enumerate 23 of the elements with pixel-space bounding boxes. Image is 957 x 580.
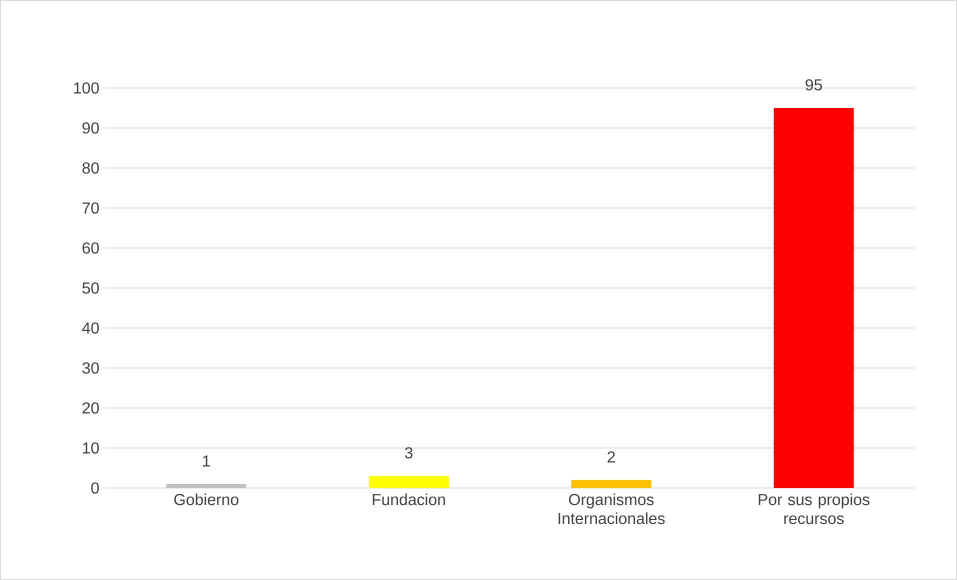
data-label: 3 <box>404 447 412 458</box>
bar <box>166 484 246 488</box>
data-label: 95 <box>806 79 822 90</box>
y-tick-label: 40 <box>82 322 99 334</box>
data-label: 2 <box>608 451 615 462</box>
y-tick-label: 50 <box>82 282 99 294</box>
y-tick-label: 30 <box>82 362 99 374</box>
y-tick-label: 70 <box>82 202 99 214</box>
x-tick-label: Organismos Internacionales <box>558 494 665 524</box>
bar <box>368 476 449 488</box>
bar <box>774 108 854 488</box>
y-tick-label: 10 <box>82 442 99 454</box>
x-tick-label: Por sus propios recursos <box>758 494 870 524</box>
x-tick-label: Fundacion <box>372 494 445 506</box>
x-tick-label: Gobierno <box>174 494 238 506</box>
y-tick-label: 20 <box>82 402 99 414</box>
y-tick-label: 80 <box>82 162 99 174</box>
y-tick-label: 0 <box>91 482 99 494</box>
data-label: 1 <box>203 456 210 466</box>
y-tick-label: 60 <box>82 242 99 254</box>
y-tick-label: 90 <box>82 122 99 134</box>
bar <box>571 480 652 488</box>
y-tick-label: 100 <box>74 82 99 94</box>
